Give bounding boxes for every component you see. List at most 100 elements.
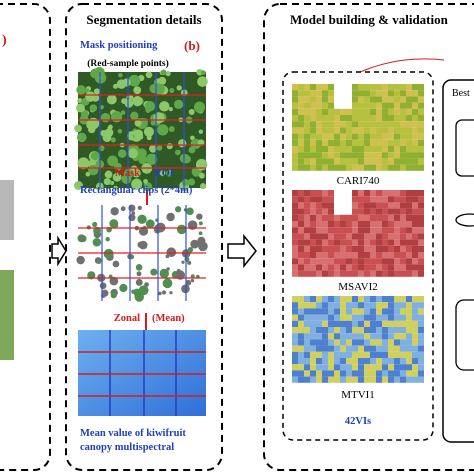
map-cell bbox=[364, 333, 370, 340]
map-cell bbox=[412, 146, 418, 153]
map-cell bbox=[418, 364, 424, 371]
map-cell bbox=[334, 370, 340, 377]
map-cell bbox=[298, 96, 304, 103]
map-cell bbox=[370, 133, 376, 140]
blob bbox=[131, 211, 136, 216]
map-cell bbox=[352, 214, 358, 221]
map-cell bbox=[316, 227, 322, 234]
map-cell bbox=[340, 270, 346, 277]
map-cell bbox=[364, 345, 370, 352]
leaf bbox=[188, 108, 195, 115]
blob bbox=[110, 292, 117, 299]
map-cell bbox=[310, 239, 316, 246]
best-frame bbox=[442, 79, 474, 443]
mask-image bbox=[73, 66, 208, 192]
map-cell bbox=[358, 208, 364, 215]
map-cell bbox=[376, 121, 382, 128]
map-cell bbox=[358, 90, 364, 97]
map-cell bbox=[310, 158, 316, 165]
map-cell bbox=[316, 358, 322, 365]
leaf bbox=[104, 170, 113, 179]
map-cell bbox=[412, 308, 418, 315]
map-cell bbox=[400, 358, 406, 365]
map-cell bbox=[370, 327, 376, 334]
map-cell bbox=[364, 376, 370, 383]
map-cell bbox=[340, 302, 346, 309]
map-cell bbox=[310, 202, 316, 209]
map-cell bbox=[292, 133, 298, 140]
map-cell bbox=[352, 233, 358, 240]
leaf bbox=[173, 99, 184, 110]
leaf bbox=[196, 68, 203, 76]
map-cell bbox=[382, 264, 388, 271]
map-cell bbox=[412, 133, 418, 140]
map-cell bbox=[328, 127, 334, 134]
map-cell bbox=[316, 164, 322, 171]
map-cell bbox=[352, 296, 358, 303]
blob bbox=[198, 221, 203, 226]
map-cell bbox=[346, 339, 352, 346]
map-cell bbox=[376, 146, 382, 153]
map-cell bbox=[400, 233, 406, 240]
map-cell bbox=[352, 221, 358, 228]
leaf bbox=[90, 151, 100, 161]
map-cell bbox=[298, 221, 304, 228]
map-cell bbox=[304, 233, 310, 240]
leaf bbox=[130, 111, 139, 120]
map-cell bbox=[358, 252, 364, 259]
map-cell bbox=[322, 239, 328, 246]
map-cell bbox=[364, 164, 370, 171]
blob bbox=[92, 237, 102, 247]
map-cell bbox=[370, 333, 376, 340]
leaf bbox=[131, 168, 140, 176]
leaf bbox=[146, 153, 158, 165]
map-cell bbox=[358, 202, 364, 209]
leaf bbox=[73, 181, 83, 190]
map-cell bbox=[304, 345, 310, 352]
map-cell bbox=[394, 376, 400, 383]
map-cell bbox=[394, 351, 400, 358]
map-cell bbox=[412, 376, 418, 383]
map-cell bbox=[292, 190, 298, 197]
map-cell bbox=[370, 90, 376, 97]
map-cell bbox=[394, 227, 400, 234]
map-cell bbox=[334, 376, 340, 383]
map-cell bbox=[412, 152, 418, 159]
map-cell bbox=[310, 102, 316, 109]
map-cell bbox=[292, 258, 298, 265]
map-cell bbox=[292, 208, 298, 215]
map-cell bbox=[322, 339, 328, 346]
map-cell bbox=[400, 190, 406, 197]
map-cell bbox=[406, 358, 412, 365]
leaf bbox=[118, 72, 123, 78]
map-cell bbox=[346, 227, 352, 234]
map-cell bbox=[412, 190, 418, 197]
map-cell bbox=[334, 133, 340, 140]
result-text: canopy multispectral bbox=[80, 442, 174, 453]
map-cell bbox=[400, 202, 406, 209]
map-cell bbox=[346, 252, 352, 259]
map-cell bbox=[322, 139, 328, 146]
leaf bbox=[168, 126, 175, 133]
map-cell bbox=[358, 233, 364, 240]
leaf bbox=[128, 74, 141, 87]
map-cell bbox=[292, 320, 298, 327]
map-cell bbox=[394, 314, 400, 321]
map-cell bbox=[394, 164, 400, 171]
map-cell bbox=[364, 320, 370, 327]
map-cell bbox=[406, 115, 412, 122]
map-cell bbox=[370, 115, 376, 122]
map-cell bbox=[364, 90, 370, 97]
map-cell bbox=[406, 239, 412, 246]
map-cell bbox=[298, 121, 304, 128]
map-cell bbox=[394, 202, 400, 209]
blob bbox=[110, 207, 119, 216]
map-cell bbox=[334, 320, 340, 327]
map-cell bbox=[340, 152, 346, 159]
map-cell bbox=[370, 252, 376, 259]
map-cell bbox=[334, 164, 340, 171]
map-cell bbox=[310, 84, 316, 91]
leaf bbox=[76, 85, 86, 95]
map-cell bbox=[418, 252, 424, 259]
